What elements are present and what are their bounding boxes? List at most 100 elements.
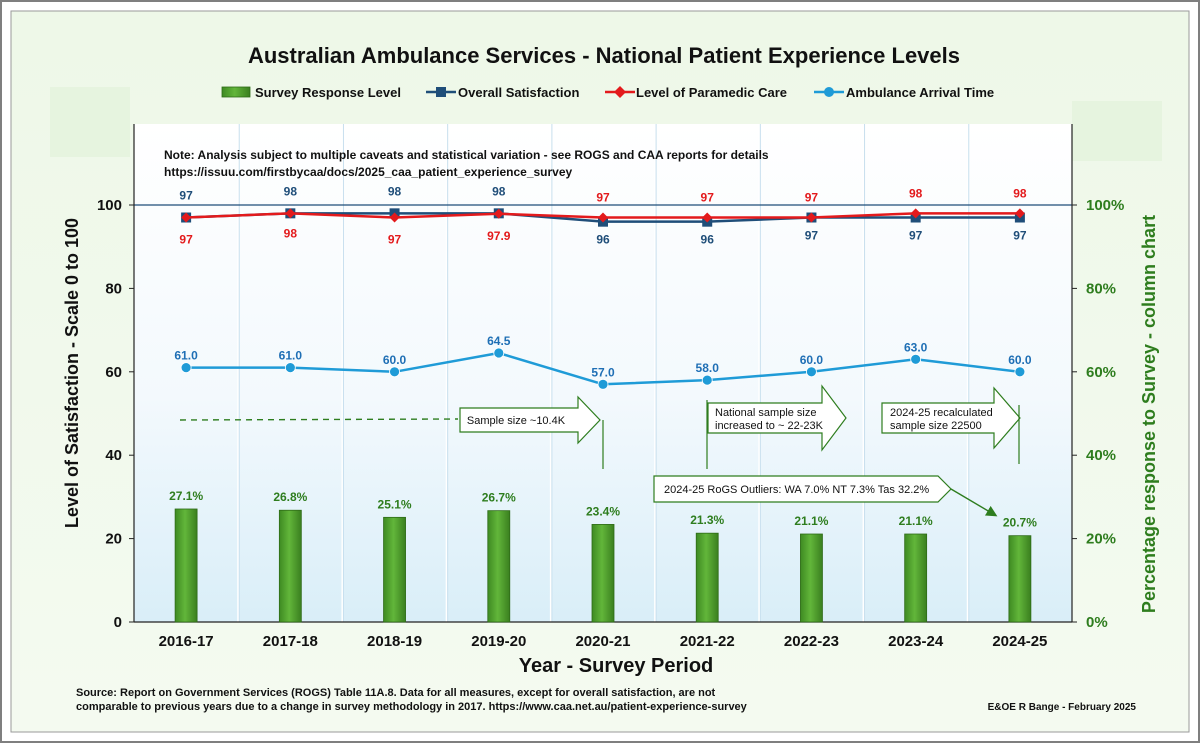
arrow-box-sample-2 bbox=[707, 384, 847, 452]
x-tick-label: 2020-21 bbox=[575, 633, 630, 650]
legend-paramedic-care: Level of Paramedic Care bbox=[605, 85, 787, 100]
vertical-gridlines bbox=[237, 124, 970, 622]
x-tick-labels: 2016-17 2017-18 2018-19 2019-20 2020-21 2021-… bbox=[159, 633, 1048, 650]
y-tick-label-left: 60 bbox=[105, 364, 122, 381]
arrival-time-point bbox=[389, 366, 400, 378]
bar-survey-response bbox=[904, 533, 928, 623]
x-axis-title: Year - Survey Period bbox=[519, 655, 714, 677]
y-tick-label-left: 80 bbox=[105, 280, 122, 297]
bar-survey-response bbox=[383, 516, 406, 623]
line-value-label: 97 bbox=[596, 191, 610, 205]
arrival-time-point bbox=[493, 347, 505, 359]
annotation-text-sample-2a: National sample size bbox=[715, 407, 817, 419]
line-value-label: 98 bbox=[388, 184, 402, 198]
paramedic-care-point bbox=[702, 212, 713, 223]
paramedic-care-point bbox=[598, 212, 608, 223]
x-tick-label: 2021-22 bbox=[680, 633, 735, 650]
arrival-time-point bbox=[910, 353, 922, 365]
arrival-time-point bbox=[597, 378, 609, 390]
annotation-text-sample-1: Sample size ~10.4K bbox=[467, 415, 566, 427]
x-tick-label: 2022-23 bbox=[784, 633, 839, 650]
bar-value-label: 21.3% bbox=[690, 513, 724, 527]
bar-survey-response bbox=[174, 508, 198, 623]
y-tick-label-right: 80% bbox=[1086, 280, 1116, 297]
line-value-label: 96 bbox=[596, 233, 610, 247]
legend-label-arrival: Ambulance Arrival Time bbox=[846, 85, 994, 100]
annotation-outliers: 2024-25 RoGS Outliers: WA 7.0% NT 7.3% T… bbox=[653, 475, 998, 517]
line-value-label: 97 bbox=[805, 191, 819, 205]
x-tick-label: 2019-20 bbox=[471, 633, 526, 650]
annotation-sample-1: Sample size ~10.4K bbox=[179, 395, 604, 469]
arrival-time-point bbox=[284, 362, 296, 374]
paramedic-care-point bbox=[493, 208, 504, 219]
line-value-label: 98 bbox=[909, 186, 923, 200]
bar-value-label: 21.1% bbox=[794, 514, 828, 528]
bar-survey-response bbox=[695, 532, 719, 623]
line-value-label: 98 bbox=[492, 184, 506, 198]
legend-arrival-time: Ambulance Arrival Time bbox=[814, 85, 994, 100]
bar-survey-response bbox=[1008, 535, 1032, 623]
legend-label-survey: Survey Response Level bbox=[255, 85, 401, 100]
chart-title: Australian Ambulance Services - National… bbox=[248, 43, 960, 68]
line-value-label: 97 bbox=[179, 189, 193, 203]
line-series bbox=[180, 208, 1026, 390]
bar-value-labels: 27.1% 26.8% 25.1% 26.7% 23.4% 21.3% 21.1% 21.1%… bbox=[169, 489, 1037, 530]
y-tick-label-right: 20% bbox=[1086, 531, 1116, 548]
source-line-1: Source: Report on Government Services (R… bbox=[76, 687, 716, 699]
y-tick-label-right: 100% bbox=[1086, 197, 1124, 214]
arrow-box-sample-3 bbox=[881, 386, 1021, 450]
annotation-sample-3: 2024-25 recalculated sample size 22500 bbox=[881, 386, 1021, 464]
bar-value-label: 21.1% bbox=[899, 514, 933, 528]
bar-survey-response bbox=[487, 510, 511, 623]
annotation-text-sample-3a: 2024-25 recalculated bbox=[890, 407, 993, 419]
annotation-text-outliers: 2024-25 RoGS Outliers: WA 7.0% NT 7.3% T… bbox=[664, 484, 929, 496]
line-value-label: 58.0 bbox=[696, 361, 720, 375]
credit-text: E&OE R Bange - February 2025 bbox=[988, 702, 1137, 713]
paramedic-care-point bbox=[389, 212, 400, 223]
line-value-label: 61.0 bbox=[279, 349, 303, 363]
annotation-sample-2: National sample size increased to ~ 22-2… bbox=[706, 384, 847, 469]
x-tick-label: 2024-25 bbox=[992, 633, 1047, 650]
legend-diamond-marker bbox=[614, 86, 626, 98]
arrival-time-point bbox=[806, 366, 817, 378]
arrival-time-point bbox=[180, 362, 192, 374]
line-value-label: 61.0 bbox=[174, 349, 198, 363]
legend-survey-response: Survey Response Level bbox=[221, 85, 401, 100]
decor-right bbox=[1072, 101, 1162, 161]
y-tick-label-right: 60% bbox=[1086, 364, 1116, 381]
line-value-label: 97 bbox=[1013, 229, 1027, 243]
line-value-label: 60.0 bbox=[1008, 353, 1032, 367]
paramedic-care-point bbox=[285, 208, 296, 219]
arrow-box-sample-1 bbox=[459, 395, 601, 445]
bar-value-label: 25.1% bbox=[378, 497, 412, 511]
line-value-label: 96 bbox=[701, 233, 715, 247]
note-line-2: https://issuu.com/firstbycaa/docs/2025_c… bbox=[164, 165, 573, 179]
outliers-box bbox=[653, 475, 952, 503]
outliers-arrow bbox=[950, 488, 998, 517]
line-value-label: 98 bbox=[284, 184, 298, 198]
line-value-label: 57.0 bbox=[591, 365, 615, 379]
y-axis-title-left: Level of Satisfaction - Scale 0 to 100 bbox=[62, 218, 82, 528]
dashed-reference-line bbox=[179, 418, 459, 421]
paramedic-care-point bbox=[910, 208, 921, 219]
bar-value-label: 26.7% bbox=[482, 491, 516, 505]
x-tick-label: 2017-18 bbox=[263, 633, 318, 650]
line-value-label: 63.0 bbox=[904, 340, 928, 354]
y-tick-labels-right: 0% 20% 40% 60% 80% 100% bbox=[1072, 197, 1124, 631]
y-tick-label-right: 40% bbox=[1086, 447, 1116, 464]
y-tick-label-left: 100 bbox=[97, 197, 122, 214]
line-value-label: 60.0 bbox=[383, 353, 407, 367]
note-line-1: Note: Analysis subject to multiple cavea… bbox=[164, 148, 769, 162]
paramedic-care-point bbox=[806, 212, 817, 223]
decor-left bbox=[50, 87, 130, 157]
line-value-label: 97 bbox=[805, 229, 819, 243]
annotation-text-sample-3b: sample size 22500 bbox=[890, 420, 982, 432]
bar-value-label: 23.4% bbox=[586, 504, 620, 518]
y-axis-title-right: Percentage response to Survey - column c… bbox=[1139, 215, 1159, 613]
line-value-label: 97 bbox=[179, 233, 193, 247]
line-value-label: 60.0 bbox=[800, 353, 824, 367]
legend-label-paramedic: Level of Paramedic Care bbox=[636, 85, 787, 100]
line-value-label: 97.9 bbox=[487, 229, 511, 243]
y-tick-label-left: 20 bbox=[105, 531, 122, 548]
